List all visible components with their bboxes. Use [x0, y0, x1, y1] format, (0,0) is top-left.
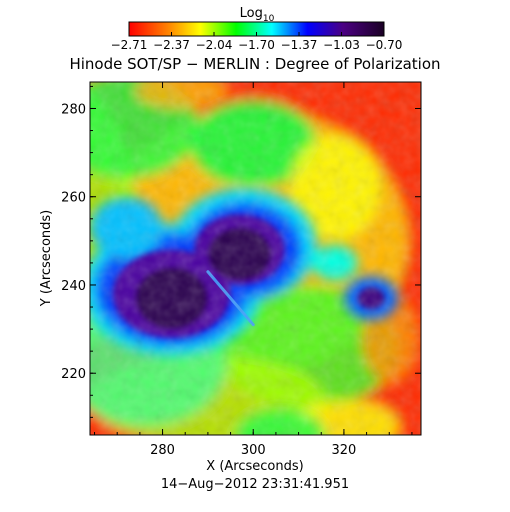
y-tick-label: 280: [61, 102, 86, 117]
colorbar-tick-label: −1.03: [323, 38, 360, 52]
chart-title: Hinode SOT/SP − MERLIN : Degree of Polar…: [69, 55, 440, 73]
y-axis-ticks: 220 240 260 280: [61, 85, 421, 418]
x-axis-ticks: 280 300 320: [94, 82, 413, 458]
colorbar-tick-label: −2.71: [111, 38, 148, 52]
x-tick-label: 300: [241, 443, 266, 458]
heatmap-image: [90, 82, 421, 435]
colorbar-tick-label: −1.70: [238, 38, 275, 52]
plot-frame: [89, 81, 422, 436]
colorbar-tick-label: −2.37: [153, 38, 190, 52]
colorbar-label: Log10: [240, 6, 275, 24]
y-tick-label: 240: [61, 279, 86, 294]
colorbar-tick-label: −0.70: [366, 38, 403, 52]
x-tick-label: 280: [150, 443, 175, 458]
x-tick-label: 320: [332, 443, 357, 458]
timestamp: 14−Aug−2012 23:31:41.951: [161, 477, 349, 492]
colorbar-tick-label: −2.04: [196, 38, 233, 52]
x-axis-label: X (Arcseconds): [206, 459, 303, 474]
texture-overlay: [90, 82, 421, 435]
colorbar-tick-label: −1.37: [281, 38, 318, 52]
colorbar-ticks: −2.71 −2.37 −2.04 −1.70 −1.37 −1.03 −0.70: [111, 32, 403, 52]
y-axis-label: Y (Arcseconds): [39, 210, 54, 307]
y-tick-label: 260: [61, 191, 86, 206]
y-tick-label: 220: [61, 367, 86, 382]
